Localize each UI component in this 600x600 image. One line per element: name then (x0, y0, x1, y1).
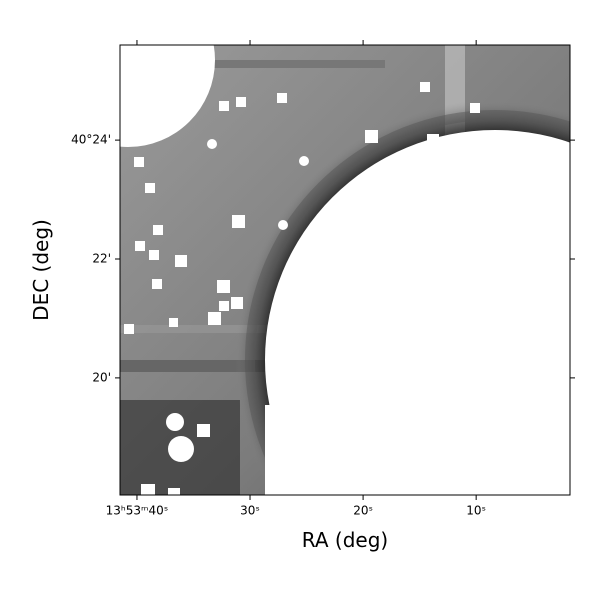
y-tick-label: 22' (92, 252, 111, 266)
x-tick-label: 30ˢ (240, 504, 260, 518)
image (120, 45, 570, 495)
x-tick-label: 13ʰ53ᵐ40ˢ (106, 504, 169, 518)
x-tick-label: 20ˢ (353, 504, 373, 518)
y-tick-label: 20' (92, 370, 111, 384)
x-axis-label: RA (deg) (302, 528, 388, 552)
x-tick-label: 10ˢ (466, 504, 486, 518)
axes-frame (119, 44, 571, 496)
y-tick-label: 40°24' (71, 133, 111, 147)
y-axis-label: DEC (deg) (29, 219, 53, 321)
